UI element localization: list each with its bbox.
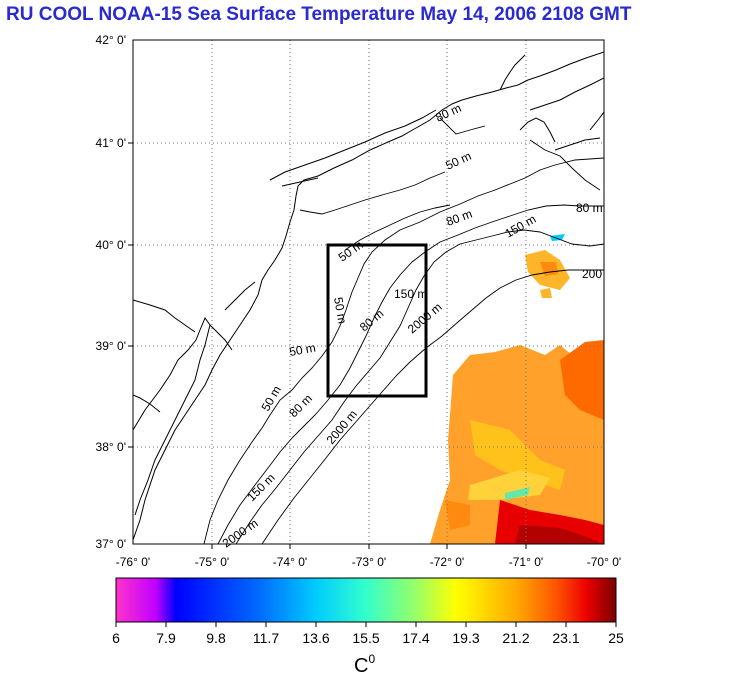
chart-title: RU COOL NOAA-15 Sea Surface Temperature … xyxy=(6,4,632,25)
colorbar-tick-label: 13.6 xyxy=(302,630,329,646)
longitude-labels: -76° 0' -75° 0' -74° 0' -73° 0' -72° 0' … xyxy=(116,555,621,569)
colorbar-tick-label: 21.2 xyxy=(502,630,529,646)
contour-label: 80 m xyxy=(433,101,463,125)
lat-label: 42° 0' xyxy=(96,33,126,47)
contour-label: 50 m xyxy=(331,296,349,325)
colorbar-tick-label: 17.4 xyxy=(402,630,429,646)
unit-superscript: 0 xyxy=(368,652,375,666)
colorbar-tick-label: 7.9 xyxy=(156,630,176,646)
lon-label: -74° 0' xyxy=(273,555,307,569)
lon-label: -76° 0' xyxy=(116,555,150,569)
lat-label: 39° 0' xyxy=(96,339,126,353)
colorbar-unit-label: C0 xyxy=(354,652,375,677)
lon-label: -71° 0' xyxy=(509,555,543,569)
study-area-box xyxy=(326,243,428,398)
lon-label: -75° 0' xyxy=(195,555,229,569)
contour-label: 80 m xyxy=(444,207,474,229)
contour-label: 150 m xyxy=(394,287,427,301)
colorbar-ticks xyxy=(115,622,617,627)
map-grid xyxy=(133,40,604,544)
contour-label: 80 m xyxy=(576,201,603,215)
contour-label: 80 m xyxy=(286,391,315,420)
contour-label: 2000 m xyxy=(324,407,360,447)
lat-label: 38° 0' xyxy=(96,440,126,454)
contour-label: 150 m xyxy=(244,471,277,504)
contour-label: 50 m xyxy=(336,238,366,265)
lat-label: 40° 0' xyxy=(96,238,126,252)
lon-label: -72° 0' xyxy=(430,555,464,569)
latitude-labels: 42° 0' 41° 0' 40° 0' 39° 0' 38° 0' 37° 0… xyxy=(96,33,126,551)
colorbar-tick-label: 6 xyxy=(112,630,120,646)
colorbar-tick-label: 15.5 xyxy=(352,630,379,646)
contour-label: 2000 m xyxy=(220,516,261,550)
contour-label: 50 m xyxy=(258,383,283,413)
contour-label: 150 m xyxy=(503,212,539,241)
lon-label: -70° 0' xyxy=(587,555,621,569)
colorbar-tick-labels: 6 7.9 9.8 11.7 13.6 15.5 17.4 19.3 21.2 … xyxy=(112,630,624,646)
contour-label: 50 m xyxy=(288,341,317,359)
contour-label: 200 xyxy=(582,267,602,281)
unit-symbol: C xyxy=(354,655,368,677)
lon-label: -73° 0' xyxy=(352,555,386,569)
colorbar-tick-label: 25 xyxy=(608,630,624,646)
contour-label: 80 m xyxy=(357,306,386,334)
colorbar-tick-label: 23.1 xyxy=(552,630,579,646)
contour-label: 50 m xyxy=(443,149,473,173)
colorbar-tick-label: 9.8 xyxy=(206,630,226,646)
lat-label: 37° 0' xyxy=(96,537,126,551)
colorbar-tick-label: 11.7 xyxy=(253,630,279,646)
colorbar-tick-label: 19.3 xyxy=(452,630,479,646)
coastline xyxy=(133,51,604,541)
sst-data-layer xyxy=(430,234,604,544)
lat-label: 41° 0' xyxy=(96,136,126,150)
axis-ticks xyxy=(128,142,527,549)
colorbar xyxy=(115,577,617,623)
